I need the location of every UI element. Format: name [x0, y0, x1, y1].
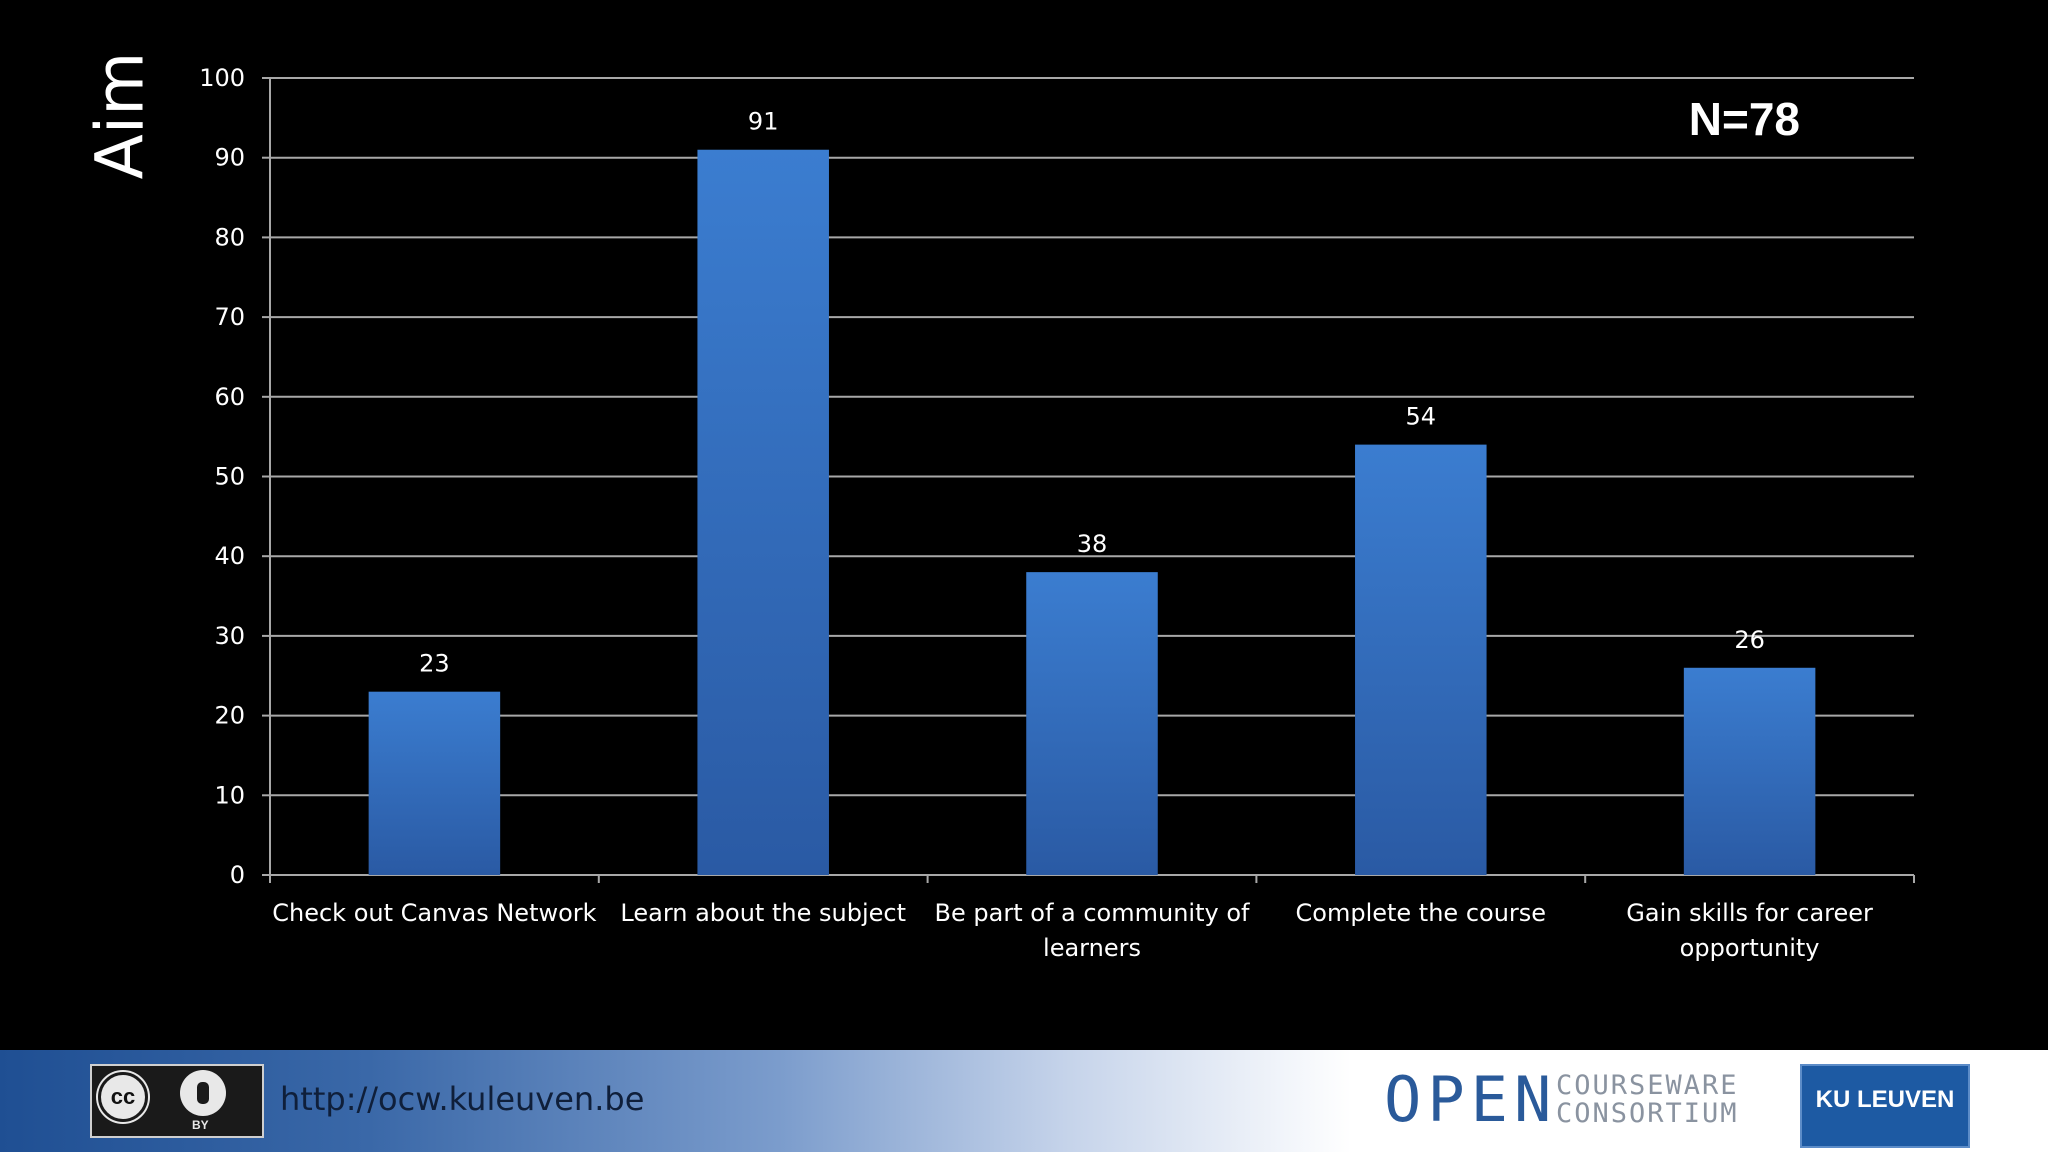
- x-category-label: Gain skills for career opportunity: [1626, 899, 1873, 962]
- cc-icon: cc: [98, 1072, 148, 1122]
- x-category-label: Be part of a community of learners: [935, 899, 1250, 962]
- x-category-label-line: Be part of a community of: [935, 899, 1250, 927]
- bar-value-label: 38: [1077, 530, 1108, 558]
- cc-by-license-badge[interactable]: cc BY: [90, 1064, 264, 1138]
- bar: [1026, 572, 1158, 875]
- y-tick-label: 30: [214, 622, 245, 650]
- x-category-label: Check out Canvas Network: [272, 899, 596, 927]
- bar-value-label: 26: [1734, 626, 1765, 654]
- ocw-logo-courseware: COURSEWARE: [1556, 1070, 1739, 1101]
- x-category-label: Complete the course: [1296, 899, 1547, 927]
- y-tick-label: 70: [214, 303, 245, 331]
- ocw-logo-consortium: CONSORTIUM: [1556, 1098, 1739, 1129]
- ocw-logo-open: OPEN: [1384, 1063, 1558, 1136]
- y-tick-label: 10: [214, 781, 245, 809]
- bar-value-label: 91: [748, 108, 779, 136]
- gridlines: [270, 77, 1914, 797]
- bars: [368, 149, 1816, 876]
- by-label: BY: [192, 1118, 209, 1132]
- footer-url-link[interactable]: http://ocw.kuleuven.be: [280, 1080, 645, 1118]
- bar-value-label: 54: [1406, 403, 1437, 431]
- attribution-icon: [180, 1070, 226, 1116]
- bar: [697, 149, 829, 876]
- x-category-label-line: Gain skills for career: [1626, 899, 1873, 927]
- y-tick-label: 80: [214, 223, 245, 251]
- y-tick-label: 90: [214, 144, 245, 172]
- x-category-label-line: Check out Canvas Network: [272, 899, 596, 927]
- x-category-label-line: Learn about the subject: [620, 899, 906, 927]
- bar: [1683, 667, 1816, 875]
- bar-chart: 0 10 20 30 40 50 60 70 80 90 100 23 Check out Canvas…: [199, 64, 1915, 962]
- bar: [368, 691, 501, 875]
- y-tick-label: 40: [214, 542, 245, 570]
- ku-leuven-logo: KU LEUVEN: [1800, 1064, 1970, 1148]
- x-category-label-line: learners: [1043, 934, 1141, 962]
- labels: 0 10 20 30 40 50 60 70 80 90 100 23 Check out Canvas…: [199, 64, 1873, 962]
- person-icon: [197, 1082, 209, 1104]
- bar: [1355, 444, 1487, 875]
- x-category-label: Learn about the subject: [620, 899, 906, 927]
- y-tick-label: 100: [199, 64, 245, 92]
- sample-size-label: N=78: [1688, 93, 1800, 145]
- y-tick-label: 50: [214, 463, 245, 491]
- x-category-label-line: Complete the course: [1296, 899, 1547, 927]
- bar-value-label: 23: [419, 650, 450, 678]
- y-tick-label: 20: [214, 702, 245, 730]
- open-courseware-consortium-logo: OPEN COURSEWARE CONSORTIUM: [1384, 1068, 1774, 1132]
- y-tick-label: 60: [214, 383, 245, 411]
- footer-bar: cc BY http://ocw.kuleuven.be OPEN COURSE…: [0, 1050, 2048, 1152]
- x-category-label-line: opportunity: [1680, 934, 1820, 962]
- y-tick-label: 0: [230, 861, 245, 889]
